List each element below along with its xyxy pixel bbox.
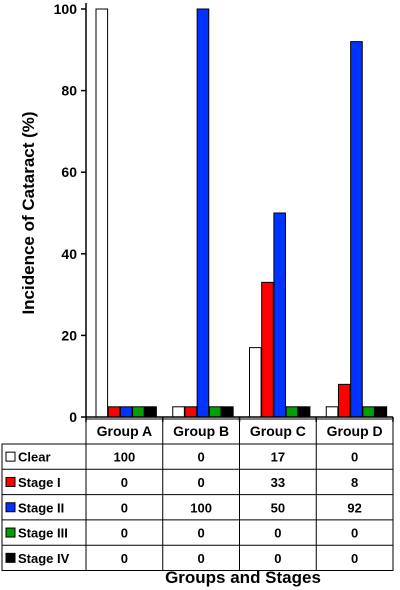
legend-swatch-clear (5, 451, 16, 462)
bar-group-d-clear (325, 406, 339, 418)
y-tick-label: 80 (61, 83, 77, 99)
y-tick-label: 100 (54, 1, 78, 17)
legend-label-stage-i: Stage I (18, 475, 61, 490)
legend-swatch-stage-ii (5, 502, 16, 513)
table-cell-value: 0 (121, 551, 128, 566)
bar-group-a-stage-ii (119, 406, 133, 418)
legend-label-clear: Clear (18, 450, 51, 465)
table-cell-value: 33 (271, 475, 285, 490)
legend-label-stage-iii: Stage III (18, 526, 68, 541)
table-header-group-c: Group C (250, 423, 306, 439)
legend-swatch-stage-iii (5, 527, 16, 538)
legend-swatch-stage-iv (5, 552, 16, 563)
table-header-group-b: Group B (173, 423, 229, 439)
table-cell-value: 8 (351, 475, 358, 490)
bar-group-d-stage-iii (362, 406, 375, 418)
legend-label-stage-iv: Stage IV (18, 551, 70, 566)
table-cell-value: 0 (121, 475, 128, 490)
bar-group-b-clear (172, 406, 185, 418)
table-cell-value: 100 (114, 450, 136, 465)
table-cell-value: 0 (351, 551, 358, 566)
table-header-group-a: Group A (97, 423, 152, 439)
table-cell-value: 100 (190, 500, 212, 515)
bar-group-d-stage-ii (350, 41, 363, 418)
table-cell-value: 0 (274, 551, 281, 566)
table-cell-value: 0 (121, 500, 128, 515)
bar-group-c-stage-i (261, 281, 274, 418)
y-tick-label: 60 (61, 164, 77, 180)
bar-group-c-stage-ii (273, 212, 286, 418)
table-cell-value: 50 (271, 500, 285, 515)
bar-group-a-stage-i (107, 406, 121, 418)
table-cell-value: 0 (198, 551, 205, 566)
table-cell-value: 17 (271, 450, 285, 465)
x-axis-label: Groups and Stages (165, 568, 321, 587)
table-header-group-d: Group D (327, 423, 383, 439)
bar-group-b-stage-ii (196, 8, 210, 418)
bar-group-b-stage-iii (208, 406, 222, 418)
y-tick-label: 40 (61, 246, 77, 262)
table-cell-value: 0 (121, 526, 128, 541)
bar-group-b-stage-i (184, 406, 198, 418)
table-cell-value: 0 (274, 526, 281, 541)
bar-group-a-clear (95, 8, 109, 418)
bar-group-d-stage-i (337, 383, 351, 418)
table-cell-value: 0 (198, 526, 205, 541)
bar-group-a-stage-iii (132, 406, 145, 418)
table-cell-value: 0 (351, 450, 358, 465)
table-cell-value: 0 (198, 450, 205, 465)
table-cell-value: 0 (198, 475, 205, 490)
bar-group-c-clear (249, 347, 262, 418)
table-cell-value: 92 (347, 500, 361, 515)
bar-group-b-stage-iv (221, 406, 234, 418)
legend-label-stage-ii: Stage II (18, 500, 64, 515)
bar-group-a-stage-iv (144, 406, 157, 418)
bar-group-c-stage-iii (285, 406, 299, 418)
bar-group-d-stage-iv (374, 406, 388, 418)
legend-swatch-stage-i (5, 476, 16, 487)
bar-group-c-stage-iv (297, 406, 311, 418)
table-cell-value: 0 (351, 526, 358, 541)
y-tick-label: 0 (69, 409, 77, 425)
y-axis-label: Incidence of Cataract (%) (19, 111, 38, 314)
y-tick-label: 20 (61, 327, 77, 343)
